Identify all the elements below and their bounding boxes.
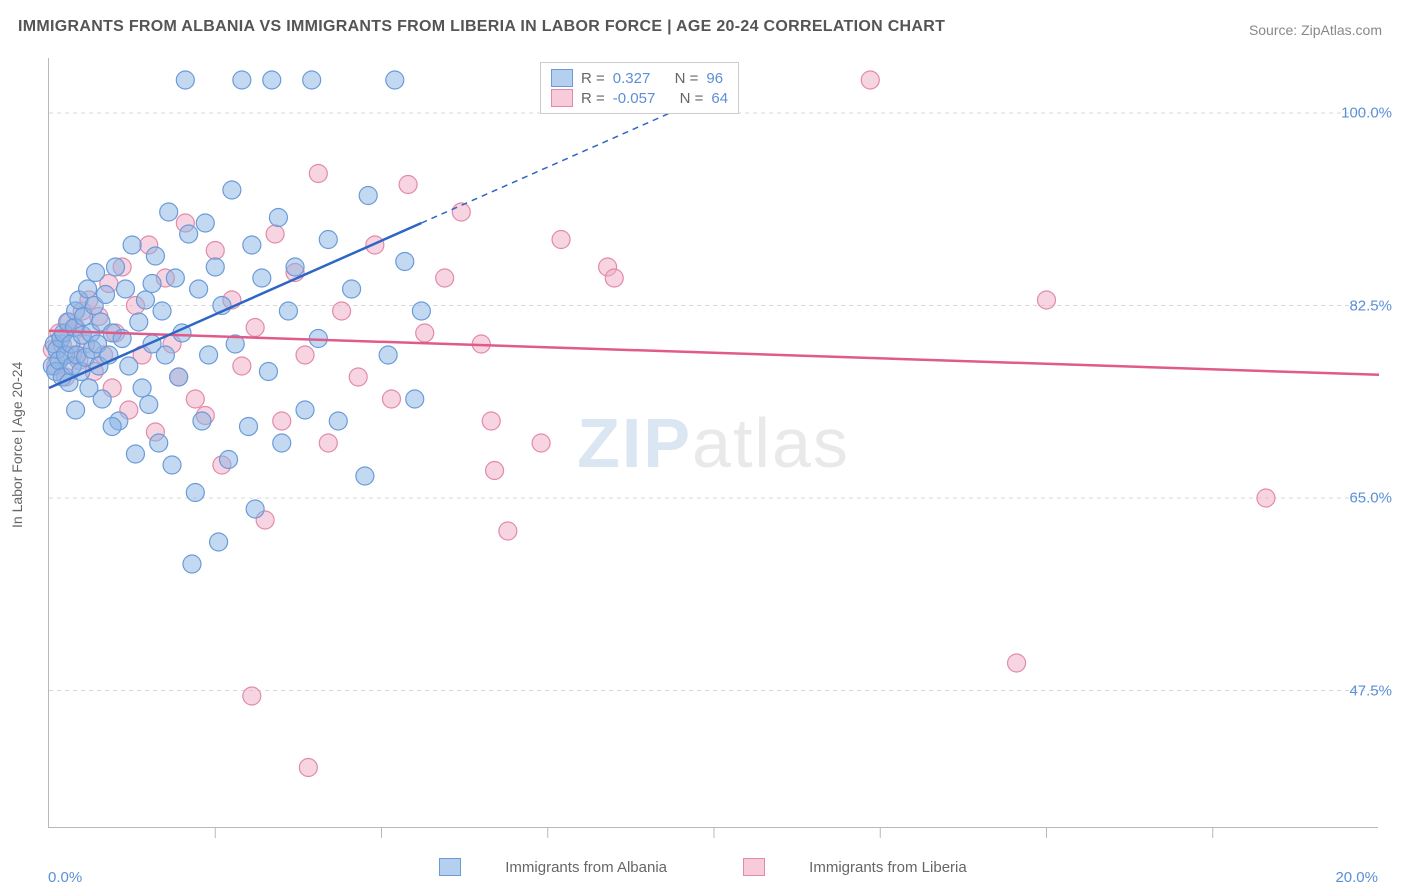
stats-row-liberia: R = -0.057 N = 64 [551, 89, 728, 107]
bottom-legend: Immigrants from Albania Immigrants from … [0, 858, 1406, 880]
chart-container: IMMIGRANTS FROM ALBANIA VS IMMIGRANTS FR… [0, 0, 1406, 892]
y-tick-label: 65.0% [1349, 490, 1392, 507]
stats-row-albania: R = 0.327 N = 96 [551, 69, 728, 87]
r-label: R = [581, 90, 605, 107]
legend-label: Immigrants from Albania [505, 859, 667, 876]
r-label: R = [581, 70, 605, 87]
r-value: 0.327 [613, 70, 651, 87]
legend-item-liberia: Immigrants from Liberia [725, 858, 985, 876]
swatch-blue-icon [439, 858, 461, 876]
y-axis-label: In Labor Force | Age 20-24 [9, 362, 25, 528]
plot-svg [49, 58, 1378, 827]
legend-item-albania: Immigrants from Albania [421, 858, 685, 876]
y-tick-label: 82.5% [1349, 297, 1392, 314]
source-attribution: Source: ZipAtlas.com [1249, 22, 1382, 38]
n-value: 64 [711, 90, 728, 107]
r-value: -0.057 [613, 90, 656, 107]
y-tick-label: 47.5% [1349, 682, 1392, 699]
n-label: N = [680, 90, 704, 107]
n-label: N = [675, 70, 699, 87]
y-tick-label: 100.0% [1341, 105, 1392, 122]
swatch-blue-icon [551, 69, 573, 87]
swatch-pink-icon [551, 89, 573, 107]
plot-area: ZIPatlas In Labor Force | Age 20-24 [48, 58, 1378, 828]
legend-label: Immigrants from Liberia [809, 859, 967, 876]
n-value: 96 [706, 70, 723, 87]
chart-title: IMMIGRANTS FROM ALBANIA VS IMMIGRANTS FR… [18, 18, 945, 36]
swatch-pink-icon [743, 858, 765, 876]
stats-legend: R = 0.327 N = 96 R = -0.057 N = 64 [540, 62, 739, 114]
